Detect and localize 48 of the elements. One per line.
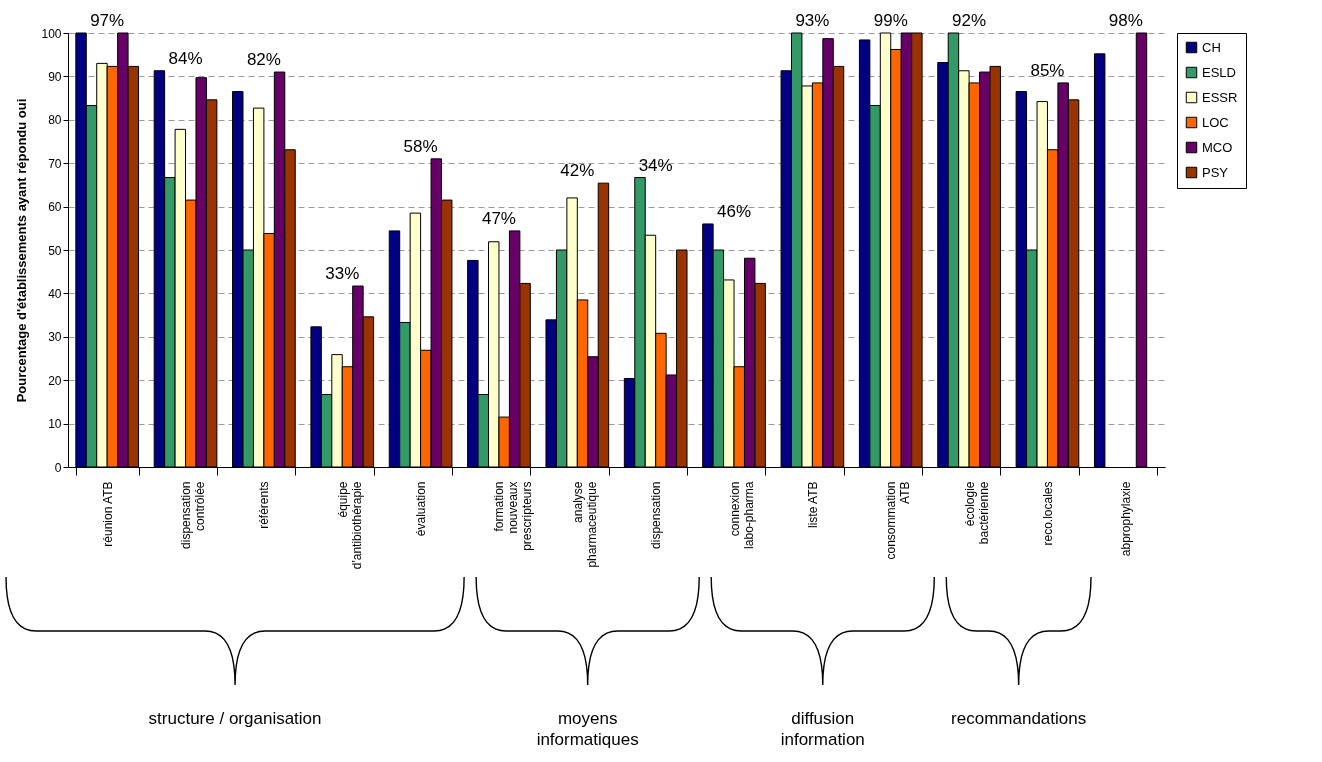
- legend-label: LOC: [1202, 114, 1229, 130]
- y-tick-label: 10: [48, 417, 62, 432]
- annotation: 34%: [638, 155, 673, 175]
- annotation: 47%: [481, 208, 516, 228]
- y-axis-title: Pourcentage d'établissements ayant répondu oui: [14, 98, 30, 403]
- x-tick-label: abprophylaxie: [1119, 481, 1134, 557]
- annotation: 33%: [325, 264, 360, 284]
- text: structure / organisation: [148, 708, 322, 729]
- x-tick-label: évaluation: [414, 481, 429, 537]
- annotation: 58%: [403, 136, 438, 156]
- x-tick-label: reco.locales: [1040, 481, 1055, 546]
- text: 99%: [873, 11, 908, 30]
- annotation: 42%: [560, 161, 595, 181]
- x-tick-label: consommation ATB: [884, 481, 913, 560]
- annotation: 82%: [246, 50, 281, 70]
- text: 97%: [90, 11, 125, 30]
- legend-label: CH: [1202, 39, 1221, 55]
- text: 92%: [952, 11, 987, 30]
- x-tick-label: dispensation: [649, 481, 664, 549]
- annotation: 85%: [1030, 60, 1065, 80]
- x-tick-label: liste ATB: [805, 481, 820, 528]
- annotation: 84%: [168, 48, 203, 68]
- x-tick-label: écologie bactérienne: [962, 481, 991, 545]
- text: moyens informatiques: [536, 708, 639, 750]
- y-tick-label: 50: [48, 243, 62, 258]
- y-tick-label: 30: [48, 330, 62, 345]
- y-tick-label: 80: [48, 113, 62, 128]
- text: 98%: [1108, 11, 1143, 30]
- x-tick-label: connexion labo-pharma: [727, 481, 756, 549]
- y-tick-label: 70: [48, 156, 62, 171]
- y-tick-label: 20: [48, 373, 62, 388]
- x-tick-label: référents: [257, 481, 272, 529]
- legend-label: ESLD: [1202, 64, 1236, 80]
- legend-label: MCO: [1202, 139, 1233, 155]
- y-tick-label: 60: [48, 200, 62, 215]
- x-tick-label: formation nouveaux prescripteurs: [492, 481, 535, 551]
- legend-label: ESSR: [1202, 89, 1238, 105]
- legend-label: PSY: [1202, 164, 1229, 180]
- x-tick-label: réunion ATB: [100, 481, 115, 547]
- y-tick-label: 90: [48, 69, 62, 84]
- text: 93%: [795, 11, 830, 30]
- y-tick-label: 100: [41, 26, 62, 41]
- x-tick-label: dispensation contrôlée: [179, 481, 208, 549]
- text: diffusion information: [780, 708, 865, 750]
- text: recommandations: [951, 708, 1087, 729]
- y-tick-label: 0: [54, 460, 62, 475]
- annotation: 46%: [717, 201, 752, 221]
- y-tick-label: 40: [48, 286, 62, 301]
